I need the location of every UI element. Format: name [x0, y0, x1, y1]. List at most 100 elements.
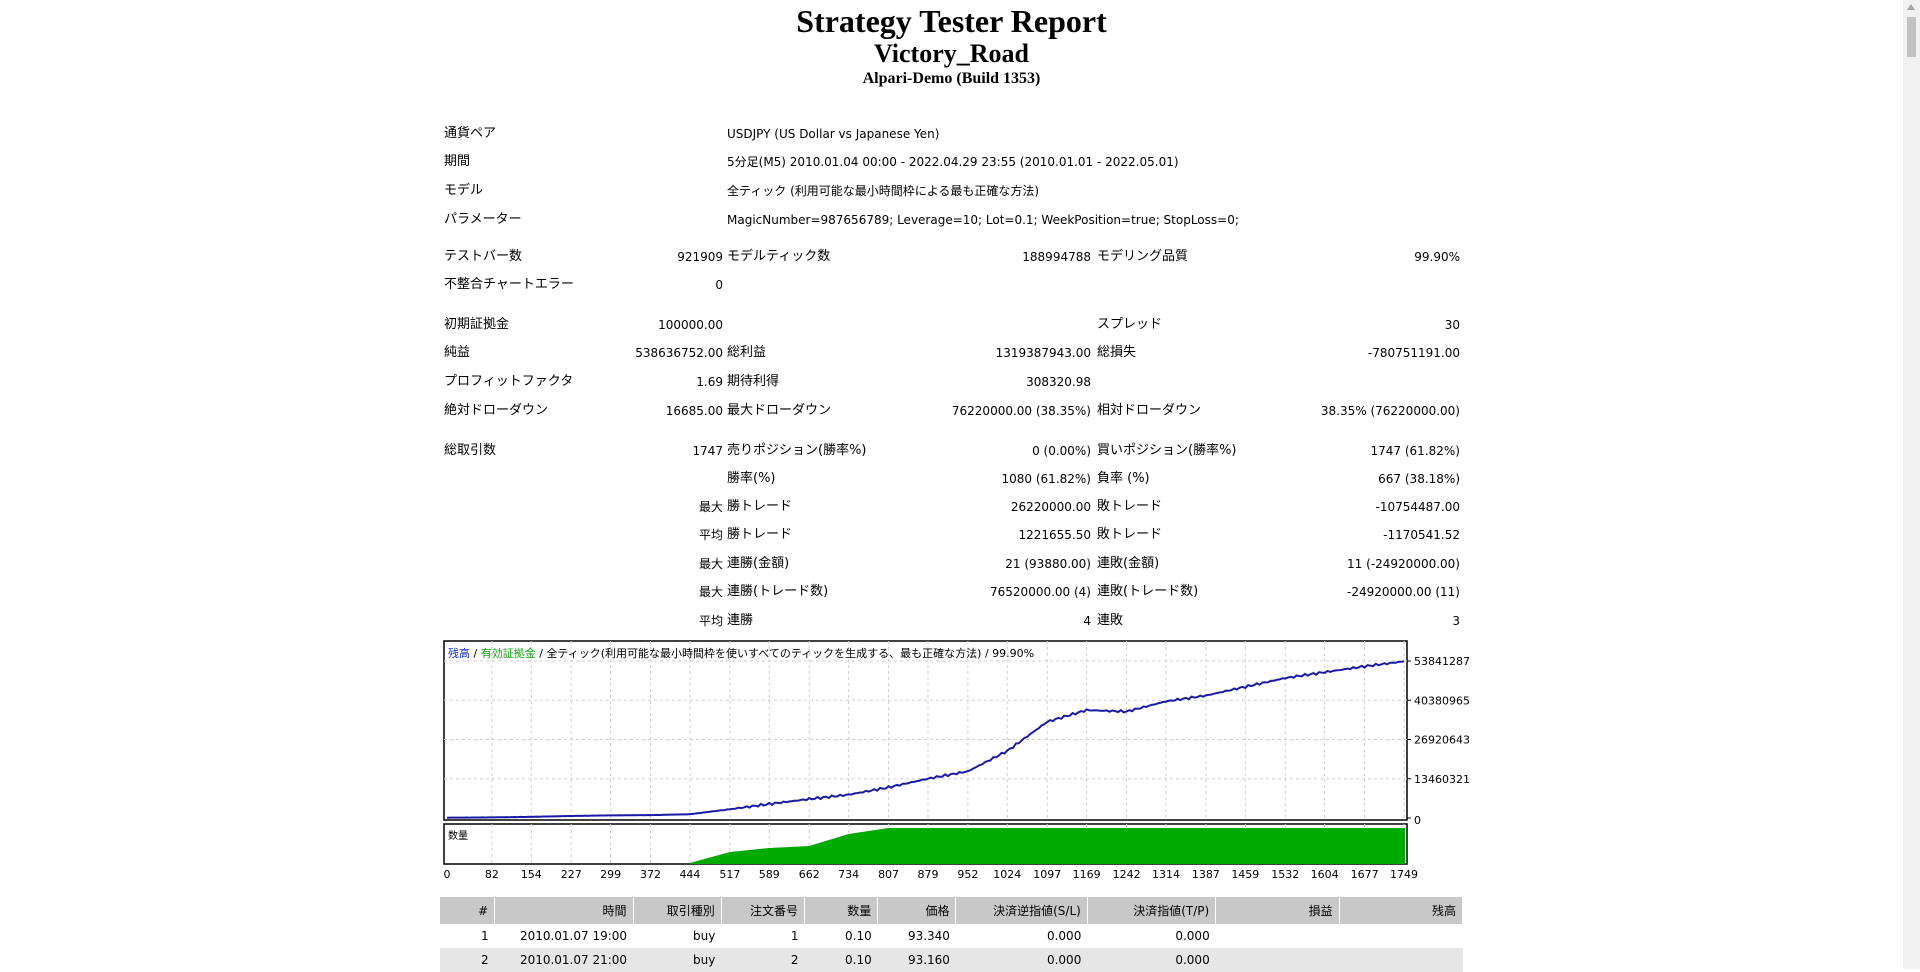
largest-loss-label: 敗トレード	[1097, 499, 1163, 514]
scroll-thumb[interactable]	[1907, 17, 1916, 57]
gross-profit-label: 総利益	[727, 345, 767, 360]
x-tick-label: 589	[759, 868, 780, 881]
y-tick-label: 0	[1414, 814, 1421, 827]
period-value: 5分足(M5) 2010.01.04 00:00 - 2022.04.29 23…	[727, 155, 1179, 169]
cell	[1216, 924, 1339, 948]
trades-table: # 時間 取引種別 注文番号 数量 価格 決済逆指値(S/L) 決済指値(T/P…	[440, 897, 1464, 972]
cell: 1	[790, 929, 799, 943]
x-tick-label: 82	[485, 868, 499, 881]
ea-name: Victory_Road	[873, 39, 1029, 68]
scroll-up-arrow-icon[interactable]	[1907, 4, 1915, 10]
symbol-value: USDJPY (US Dollar vs Japanese Yen)	[727, 127, 940, 141]
chart-legend: 残高 / 有効証拠金 / 全ティック(利用可能な最小時間枠を使いすべてのティック…	[448, 645, 1034, 661]
long-value: 1747 (61.82%)	[1370, 444, 1460, 458]
short-label: 売りポジション(勝率%)	[727, 443, 867, 458]
y-tick-label: 26920643	[1414, 734, 1470, 747]
avg-consec-loss-value: 3	[1452, 614, 1460, 628]
x-tick-label: 952	[957, 868, 978, 881]
cell	[1339, 948, 1463, 972]
x-tick-label: 1604	[1311, 868, 1339, 881]
col-type: 取引種別	[633, 897, 722, 924]
x-tick-label: 1169	[1073, 868, 1101, 881]
largest-label: 最大	[698, 500, 723, 514]
abs-dd-label: 絶対ドローダウン	[444, 403, 549, 418]
y-tick-label: 13460321	[1414, 773, 1470, 786]
consec-win-cnt-label: 連勝(トレード数)	[727, 584, 829, 599]
model-label: モデル	[444, 183, 484, 198]
consec-loss-amt-value: 11 (-24920000.00)	[1347, 557, 1460, 571]
x-tick-label: 444	[679, 868, 700, 881]
largest-loss-value: -10754487.00	[1375, 500, 1461, 514]
cell	[1215, 948, 1340, 972]
deposit-label: 初期証拠金	[444, 317, 510, 332]
col-num: #	[440, 897, 496, 924]
consec-loss-cnt-label: 連敗(トレード数)	[1097, 584, 1199, 599]
col-order: 注文番号	[721, 897, 806, 924]
ticks-label: モデルティック数	[727, 249, 831, 264]
x-tick-label: 807	[878, 868, 899, 881]
volume-frame	[443, 823, 1408, 865]
rel-dd-label: 相対ドローダウン	[1097, 403, 1202, 418]
cell: 2	[440, 948, 495, 972]
x-tick-label: 1314	[1152, 868, 1180, 881]
y-tick-label: 40380965	[1414, 694, 1470, 707]
avg-win-value: 1221655.50	[1018, 528, 1091, 542]
mismatch-value: 0	[715, 278, 723, 292]
cell: 0.000	[955, 948, 1088, 972]
cell: 0.10	[845, 929, 872, 943]
table-row: 1 2010.01.07 19:00 buy 1 0.10 93.340 0.0…	[440, 924, 1463, 948]
net-label: 純益	[444, 345, 471, 360]
params-value: MagicNumber=987656789; Leverage=10; Lot=…	[727, 213, 1239, 227]
x-tick-label: 879	[917, 868, 938, 881]
quality-label: モデリング品質	[1097, 249, 1189, 264]
col-size: 数量	[804, 897, 879, 924]
consec-win-amt-value: 21 (93880.00)	[1005, 557, 1091, 571]
consec-loss-amt-label: 連敗(金額)	[1097, 556, 1160, 571]
max-consec-amt-label: 最大	[698, 557, 723, 571]
net-value: 538636752.00	[635, 346, 723, 360]
vertical-scrollbar[interactable]	[1903, 0, 1920, 969]
legend-equity: 有効証拠金	[480, 647, 536, 660]
x-tick-label: 1387	[1192, 868, 1220, 881]
x-tick-label: 1459	[1231, 868, 1259, 881]
x-tick-label: 734	[838, 868, 859, 881]
col-sl: 決済逆指値(S/L)	[955, 897, 1088, 924]
max-dd-label: 最大ドローダウン	[727, 403, 832, 418]
params-label: パラメーター	[444, 212, 522, 227]
avg-loss-value: -1170541.52	[1383, 528, 1460, 542]
avg-loss-label: 敗トレード	[1097, 527, 1163, 542]
win-rate-label: 勝率(%)	[727, 471, 776, 486]
x-tick-label: 299	[600, 868, 621, 881]
consec-loss-cnt-value: -24920000.00 (11)	[1347, 585, 1460, 599]
x-tick-label: 1097	[1033, 868, 1061, 881]
max-dd-value: 76220000.00 (38.35%)	[951, 404, 1091, 418]
cell: 93.340	[907, 929, 950, 943]
loss-rate-value: 667 (38.18%)	[1378, 472, 1460, 486]
model-value: 全ティック (利用可能な最小時間枠による最も正確な方法)	[727, 184, 1040, 198]
table-header-row: # 時間 取引種別 注文番号 数量 価格 決済逆指値(S/L) 決済指値(T/P…	[440, 897, 1464, 924]
cell	[1339, 924, 1462, 948]
avg-consec-win-value: 4	[1083, 614, 1091, 628]
avg-consec-loss-label: 連敗	[1097, 613, 1124, 628]
report-title: Strategy Tester Report	[796, 3, 1107, 39]
bars-label: テストバー数	[444, 249, 523, 264]
table-row: 2 2010.01.07 21:00 buy 2 0.10 93.160 0.0…	[440, 948, 1463, 972]
symbol-label: 通貨ペア	[444, 126, 497, 141]
gross-profit-value: 1319387943.00	[995, 346, 1091, 360]
ticks-value: 188994788	[1022, 250, 1091, 264]
server-build: Alpari-Demo (Build 1353)	[862, 70, 1041, 87]
cell: 2010.01.07 21:00	[494, 948, 634, 972]
x-tick-label: 1532	[1271, 868, 1299, 881]
cell: 2010.01.07 19:00	[519, 929, 628, 943]
mismatch-label: 不整合チャートエラー	[444, 277, 574, 292]
expected-value: 308320.98	[1026, 375, 1091, 389]
cell: 0.10	[804, 948, 878, 972]
gross-loss-value: -780751191.00	[1367, 346, 1460, 360]
total-trades-label: 総取引数	[444, 443, 497, 458]
x-tick-label: 1677	[1351, 868, 1379, 881]
volume-label: 数量	[448, 831, 468, 842]
y-tick-label: 53841287	[1414, 655, 1470, 668]
x-tick-label: 227	[561, 868, 582, 881]
cell: 93.160	[877, 948, 956, 972]
period-label: 期間	[444, 154, 471, 169]
